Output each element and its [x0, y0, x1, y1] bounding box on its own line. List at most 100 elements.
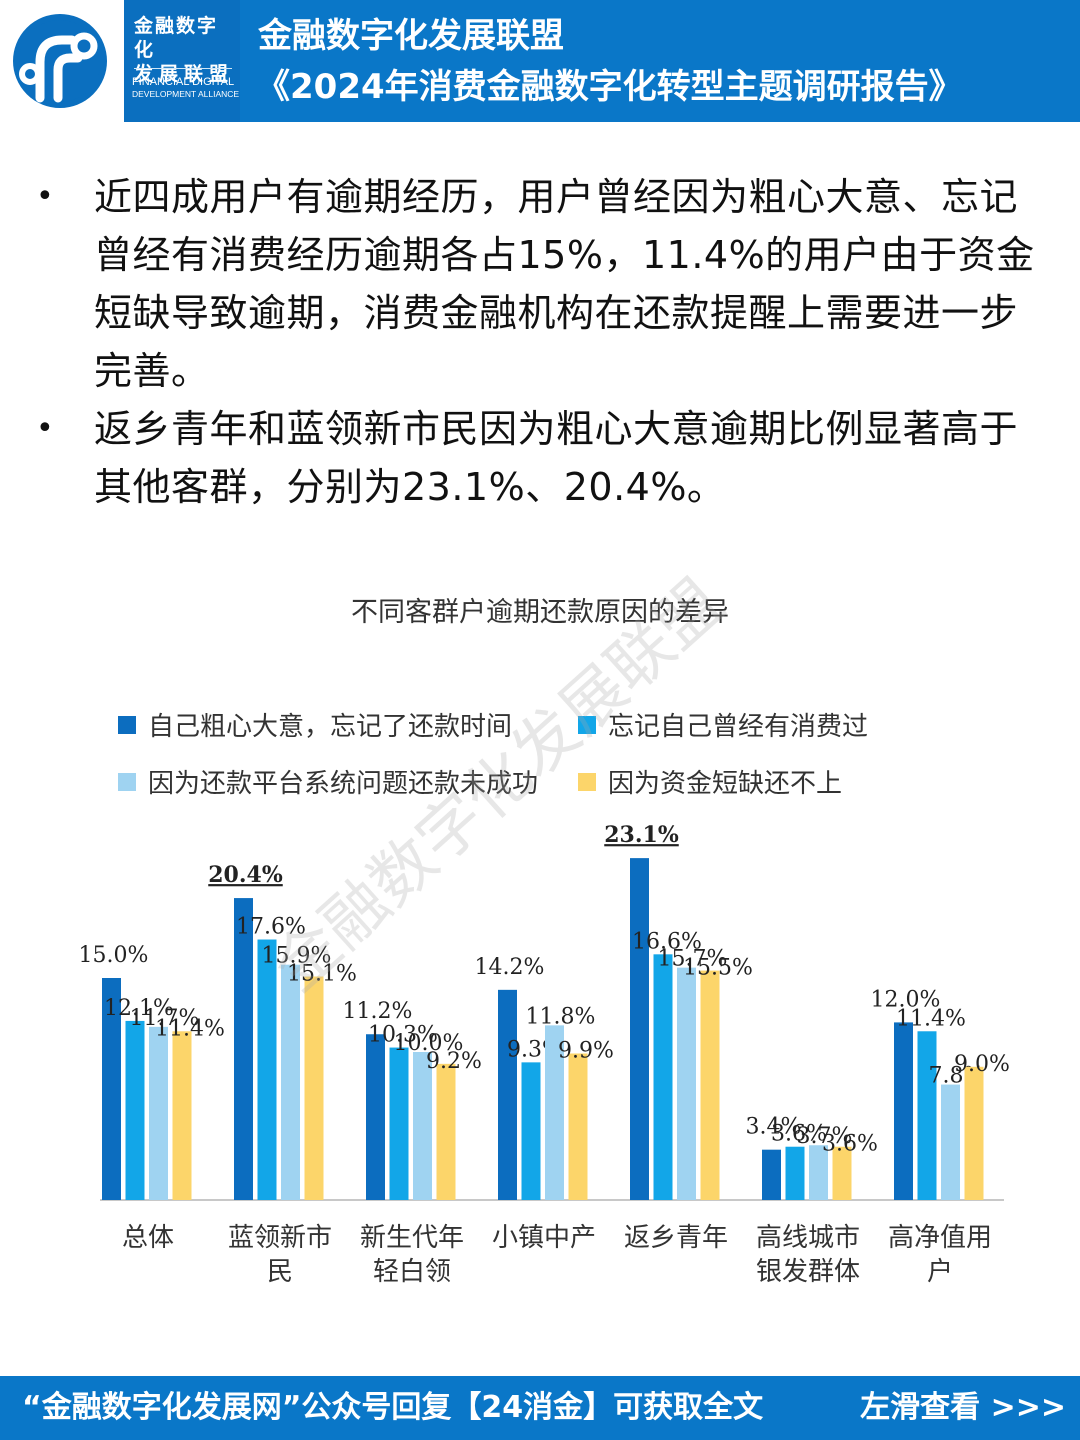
legend-swatch [118, 715, 136, 734]
category-label: 新生代年 [360, 1223, 464, 1253]
data-label: 11.2% [343, 999, 413, 1024]
category-label: 总体 [122, 1223, 174, 1253]
bar [894, 1022, 913, 1200]
data-label: 9.9% [558, 1038, 614, 1063]
bullet-text: 返乡青年和蓝领新市民因为粗心大意逾期比例显著高于其他客群，分别为23.1%、20… [94, 407, 1019, 509]
data-label: 20.4% [208, 862, 283, 888]
report-title: 《2024年消费金融数字化转型主题调研报告》 [256, 67, 963, 107]
data-label: 11.7% [130, 1006, 200, 1031]
bar [941, 1084, 960, 1200]
logo-en-line1: FINANCIAL DIGITAL [132, 76, 235, 88]
bullet-dot: • [36, 411, 55, 446]
data-label: 10.0% [394, 1031, 464, 1056]
footer-bar: “金融数字化发展网”公众号回复【24消金】可获取全文 左滑查看 >>> [0, 1376, 1080, 1440]
legend-swatch [578, 772, 596, 791]
legend-swatch [118, 772, 136, 791]
data-label: 16.6% [632, 929, 702, 954]
bar [234, 898, 253, 1200]
bar [389, 1047, 409, 1200]
bar [809, 1145, 828, 1200]
alliance-logo-icon [13, 14, 107, 108]
category-label: 返乡青年 [624, 1223, 728, 1253]
page-title: 金融数字化发展联盟 [258, 16, 564, 56]
bar [304, 976, 324, 1200]
swipe-hint[interactable]: 左滑查看 >>> [860, 1390, 1066, 1425]
bar [149, 1026, 168, 1200]
legend-label: 因为资金短缺还不上 [608, 769, 843, 799]
data-label: 9.0% [954, 1052, 1010, 1077]
category-label: 高净值用 [888, 1223, 992, 1253]
footer-text: “金融数字化发展网”公众号回复【24消金】可获取全文 [22, 1390, 764, 1425]
data-label: 17.6% [236, 915, 306, 940]
legend-label: 因为还款平台系统问题还款未成功 [148, 769, 539, 799]
data-label: 12.1% [104, 996, 174, 1021]
legend-item-2: 忘记自己曾经有消费过 [578, 706, 868, 743]
data-label: 15.7% [658, 947, 728, 972]
logo-cn-line1: 金融数字化 [134, 15, 219, 61]
category-label: 高线城市 [756, 1223, 860, 1253]
legend-item-4: 因为资金短缺还不上 [578, 763, 842, 800]
bar [413, 1052, 432, 1200]
data-label: 12.0% [871, 987, 941, 1012]
bullet-text: 近四成用户有逾期经历，用户曾经因为粗心大意、忘记曾经有消费经历逾期各占15%，1… [94, 175, 1035, 393]
legend-item-3: 因为还款平台系统问题还款未成功 [118, 763, 538, 800]
bullet-item-2: • 返乡青年和蓝领新市民因为粗心大意逾期比例显著高于其他客群，分别为23.1%、… [36, 400, 1046, 516]
bar-chart: 不同客群户逾期还款原因的差异 自己粗心大意，忘记了还款时间 忘记自己曾经有消费过因… [0, 580, 1080, 1300]
category-label: 小镇中产 [492, 1223, 596, 1253]
category-label: 银发群体 [756, 1257, 860, 1287]
logo-divider [134, 68, 232, 69]
data-label: 23.1% [604, 822, 679, 848]
legend-label: 自己粗心大意，忘记了还款时间 [148, 712, 513, 742]
data-label: 9.2% [426, 1049, 482, 1074]
bar [568, 1053, 588, 1200]
bar [964, 1066, 984, 1200]
data-label: 10.3% [368, 1023, 438, 1048]
category-label: 轻白领 [373, 1257, 451, 1287]
summary-bullets: • 近四成用户有逾期经历，用户曾经因为粗心大意、忘记曾经有消费经历逾期各占15%… [36, 168, 1046, 516]
bar [281, 964, 300, 1200]
data-label: 11.4% [155, 1016, 225, 1041]
header-bar: 金融数字化 发展联盟 FINANCIAL DIGITAL DEVELOPMENT… [0, 0, 1080, 122]
logo-en-line2: DEVELOPMENT ALLIANCE [132, 89, 240, 99]
bar [653, 954, 673, 1200]
bar [630, 858, 649, 1200]
bar [172, 1031, 192, 1200]
bar [917, 1031, 937, 1200]
category-label: 民 [267, 1257, 293, 1287]
bullet-item-1: • 近四成用户有逾期经历，用户曾经因为粗心大意、忘记曾经有消费经历逾期各占15%… [36, 168, 1046, 400]
bar [125, 1020, 145, 1200]
logo-en-text: FINANCIAL DIGITAL DEVELOPMENT ALLIANCE [132, 76, 240, 100]
data-label: 11.8% [526, 1004, 596, 1029]
bar [521, 1062, 541, 1200]
bar [832, 1146, 852, 1200]
data-label: 14.2% [475, 955, 545, 980]
data-label: 15.1% [287, 962, 357, 987]
data-label: 15.0% [79, 943, 149, 968]
chart-title: 不同客群户逾期还款原因的差异 [351, 597, 729, 628]
bar [700, 970, 720, 1200]
legend-label: 忘记自己曾经有消费过 [608, 712, 869, 742]
data-label: 3.6% [822, 1132, 878, 1157]
data-label: 11.4% [896, 1006, 966, 1031]
data-label: 15.5% [683, 956, 753, 981]
data-label: 15.9% [262, 944, 332, 969]
bar [436, 1063, 456, 1200]
bar [102, 978, 121, 1200]
logo [0, 0, 124, 122]
legend-swatch [578, 715, 596, 734]
bar [785, 1146, 805, 1200]
logo-text-block: 金融数字化 发展联盟 FINANCIAL DIGITAL DEVELOPMENT… [124, 0, 240, 122]
data-label: 3.4% [746, 1115, 802, 1140]
legend-item-1: 自己粗心大意，忘记了还款时间 [118, 706, 512, 743]
chart-plot: 15.0%12.1%11.7%11.4%总体20.4%17.6%15.9%15.… [79, 822, 1010, 1287]
category-label: 蓝领新市 [228, 1223, 332, 1253]
data-label: 3.7% [797, 1124, 853, 1149]
bullet-dot: • [36, 179, 55, 214]
bar [498, 989, 517, 1200]
bar [545, 1025, 564, 1200]
data-label: 3.6% [771, 1122, 827, 1147]
bar [257, 939, 277, 1200]
bar [366, 1034, 385, 1200]
bar [762, 1149, 781, 1200]
category-label: 户 [927, 1257, 953, 1287]
